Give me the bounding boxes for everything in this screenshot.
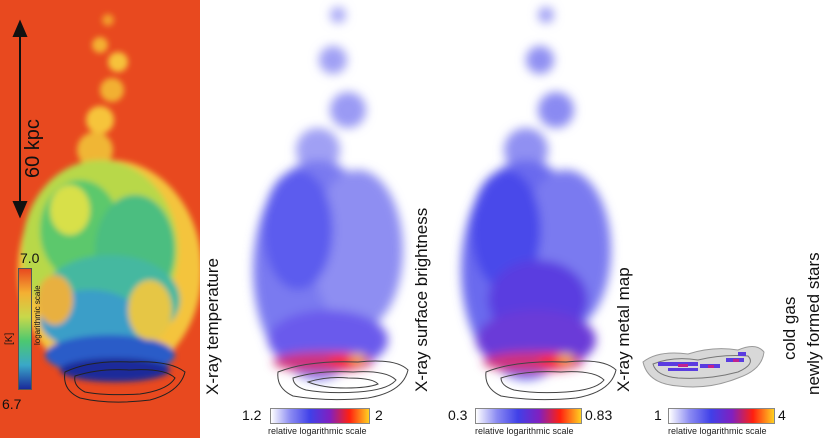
brightness-map-panel [238,0,413,410]
brightness-colorbar-note: relative logarithmic scale [268,426,367,436]
metal-map-image [461,7,617,401]
brightness-colorbar-max: 2 [375,407,383,423]
metal-map-panel [448,0,623,410]
scale-arrow [12,19,28,219]
temperature-colorbar [18,268,32,390]
metal-panel-label: X-ray metal map [614,267,633,392]
metal-colorbar-max: 0.83 [585,407,613,423]
metal-colorbar-note: relative logarithmic scale [475,426,574,436]
brightness-colorbar [270,408,370,424]
scale-label: 60 kpc [22,119,44,178]
brightness-map-image [253,7,409,401]
metal-colorbar-min: 0.3 [448,407,468,423]
temperature-colorbar-note: logarithmic scale [33,285,42,345]
temperature-colorbar-min: 6.7 [2,396,22,412]
newly-formed-stars-label: newly formed stars [804,252,823,395]
temperature-colorbar-max: 7.0 [20,250,40,266]
temperature-colorbar-unit: [K] [4,332,15,345]
cold-colorbar-max: 4 [778,407,786,423]
cold-colorbar-note: relative logarithmic scale [668,426,767,436]
cold-gas-panel [638,330,768,400]
cold-colorbar-min: 1 [654,407,662,423]
cold-gas-image [642,346,765,388]
metal-colorbar [475,408,582,424]
cold-colorbar [668,408,775,424]
brightness-panel-label: X-ray surface brightness [412,207,431,392]
brightness-colorbar-min: 1.2 [242,407,262,423]
temperature-panel-label: X-ray temperature [203,258,222,395]
temperature-map-image [0,0,202,438]
temperature-map-panel: 60 kpc 7.0 6.7 [K] logarithmic scale [0,0,202,438]
cold-gas-label: cold gas [780,296,799,360]
